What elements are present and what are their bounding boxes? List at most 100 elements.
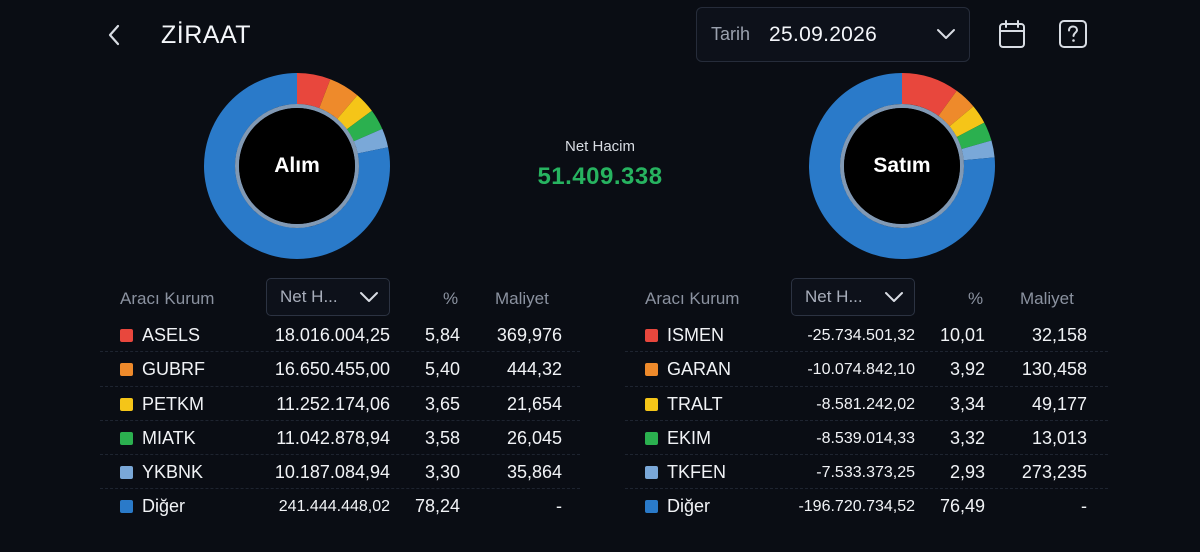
date-label: Tarih bbox=[711, 24, 751, 44]
donut-slice-ekim bbox=[956, 122, 992, 150]
net-volume-cell: -8.539.014,33 bbox=[816, 429, 915, 447]
buy-table: Aracı Kurum Net H... % Maliyet ASELS 18.0… bbox=[100, 278, 580, 524]
buy-broker-header: Aracı Kurum bbox=[120, 289, 215, 308]
chevron-down-icon bbox=[885, 292, 903, 302]
table-row[interactable]: MIATK 11.042.878,94 3,58 26,045 bbox=[100, 421, 580, 456]
net-volume-cell: -196.720.734,52 bbox=[798, 498, 915, 516]
color-swatch bbox=[645, 329, 658, 342]
cost-cell: 49,177 bbox=[1031, 393, 1087, 414]
net-volume-cell: -7.533.373,25 bbox=[816, 464, 915, 482]
donut-slice-asels bbox=[297, 73, 331, 109]
broker-name: ASELS bbox=[142, 325, 201, 345]
color-swatch bbox=[120, 466, 133, 480]
buy-cost-header: Maliyet bbox=[495, 289, 549, 308]
net-volume-value: 51.409.338 bbox=[537, 163, 663, 190]
donut-hole bbox=[239, 108, 355, 224]
color-swatch bbox=[120, 500, 133, 514]
buy-sort-select[interactable]: Net H... bbox=[266, 278, 390, 316]
sell-broker-header: Aracı Kurum bbox=[645, 289, 740, 308]
help-icon bbox=[1059, 20, 1087, 48]
buy-sort-label: Net H... bbox=[280, 287, 338, 306]
table-row[interactable]: ISMEN -25.734.501,32 10,01 32,158 bbox=[625, 318, 1108, 353]
buy-donut-label: Alım bbox=[274, 154, 320, 177]
cost-cell: 35,864 bbox=[506, 462, 562, 483]
table-row[interactable]: TRALT -8.581.242,02 3,34 49,177 bbox=[625, 387, 1108, 421]
broker-name: Diğer bbox=[142, 496, 186, 517]
percent-cell: 3,34 bbox=[949, 393, 985, 414]
broker-name: ISMEN bbox=[667, 325, 725, 345]
percent-cell: 3,65 bbox=[424, 393, 460, 414]
sell-cost-header: Maliyet bbox=[1020, 289, 1074, 308]
sell-pct-header: % bbox=[968, 289, 984, 308]
buy-table-header: Aracı Kurum Net H... % Maliyet bbox=[100, 278, 580, 318]
table-row[interactable]: GARAN -10.074.842,10 3,92 130,458 bbox=[625, 352, 1108, 387]
cost-cell: 32,158 bbox=[1031, 325, 1087, 345]
sell-sort-label: Net H... bbox=[805, 287, 863, 306]
broker-name: Diğer bbox=[667, 496, 711, 517]
color-swatch bbox=[645, 500, 658, 514]
net-volume: Net Hacim 51.409.338 bbox=[480, 137, 720, 191]
table-row[interactable]: GUBRF 16.650.455,00 5,40 444,32 bbox=[100, 352, 580, 387]
net-volume-cell: 11.252.174,06 bbox=[276, 393, 390, 414]
broker-name: GARAN bbox=[667, 359, 732, 380]
sell-sort-select[interactable]: Net H... bbox=[791, 278, 915, 316]
color-swatch bbox=[645, 466, 658, 480]
percent-cell: 76,49 bbox=[939, 496, 985, 517]
chevron-left-icon bbox=[108, 24, 120, 46]
color-swatch bbox=[120, 431, 133, 445]
net-volume-cell: 11.042.878,94 bbox=[276, 427, 390, 448]
chevron-down-icon bbox=[937, 29, 955, 39]
color-swatch bbox=[120, 363, 133, 377]
cost-cell: 273,235 bbox=[1021, 462, 1087, 483]
cost-cell: 130,458 bbox=[1021, 359, 1087, 380]
donut-slice-miatk bbox=[346, 110, 383, 142]
sell-donut-label: Satım bbox=[873, 154, 931, 177]
buy-donut-svg bbox=[204, 73, 390, 259]
broker-name: TRALT bbox=[667, 393, 723, 414]
percent-cell: 3,30 bbox=[424, 462, 460, 483]
chevron-down-icon bbox=[360, 292, 378, 302]
date-select[interactable]: Tarih 25.09.2026 bbox=[696, 7, 970, 62]
table-row[interactable]: ASELS 18.016.004,25 5,84 369,976 bbox=[100, 318, 580, 353]
net-volume-cell: -10.074.842,10 bbox=[807, 361, 915, 379]
calendar-icon bbox=[999, 20, 1025, 48]
calendar-button[interactable] bbox=[997, 18, 1027, 50]
help-button[interactable] bbox=[1058, 18, 1088, 50]
sell-rows: ISMEN -25.734.501,32 10,01 32,158 GARAN -10.0… bbox=[625, 318, 1108, 524]
cost-cell: 13,013 bbox=[1031, 427, 1087, 448]
broker-name: MIATK bbox=[142, 427, 196, 448]
table-row[interactable]: TKFEN -7.533.373,25 2,93 273,235 bbox=[625, 455, 1108, 490]
table-row[interactable]: PETKM 11.252.174,06 3,65 21,654 bbox=[100, 387, 580, 421]
broker-name: GUBRF bbox=[142, 359, 205, 380]
table-row[interactable]: EKIM -8.539.014,33 3,32 13,013 bbox=[625, 421, 1108, 456]
donut-slice-gubrf bbox=[319, 79, 358, 119]
back-button[interactable] bbox=[100, 20, 128, 50]
donut-slice-tralt bbox=[949, 106, 985, 138]
donut-slice-ismen bbox=[902, 73, 957, 116]
table-row[interactable]: Diğer -196.720.734,52 76,49 - bbox=[625, 489, 1108, 523]
buy-pct-header: % bbox=[443, 289, 459, 308]
cost-cell: - bbox=[556, 496, 562, 517]
donut-slice-ykbnk bbox=[353, 128, 389, 154]
percent-cell: 3,32 bbox=[949, 427, 985, 448]
sell-donut-chart: Satım bbox=[807, 71, 997, 261]
donut-inner-ring bbox=[840, 104, 964, 228]
sell-table: Aracı Kurum Net H... % Maliyet ISMEN -25.… bbox=[625, 278, 1108, 524]
color-swatch bbox=[645, 363, 658, 377]
color-swatch bbox=[120, 397, 133, 411]
percent-cell: 10,01 bbox=[939, 325, 985, 345]
table-row[interactable]: YKBNK 10.187.084,94 3,30 35,864 bbox=[100, 455, 580, 490]
buy-donut-chart: Alım bbox=[202, 71, 392, 261]
percent-cell: 5,84 bbox=[424, 325, 460, 345]
sell-donut-svg bbox=[809, 73, 995, 259]
date-value: 25.09.2026 bbox=[769, 22, 878, 46]
color-swatch bbox=[645, 431, 658, 445]
cost-cell: 444,32 bbox=[506, 359, 562, 380]
donut-slice-petkm bbox=[337, 95, 372, 130]
table-row[interactable]: Diğer 241.444.448,02 78,24 - bbox=[100, 489, 580, 523]
percent-cell: 78,24 bbox=[414, 496, 460, 517]
broker-name: TKFEN bbox=[667, 462, 727, 483]
donut-slice-diğer bbox=[204, 73, 390, 259]
percent-cell: 5,40 bbox=[424, 359, 460, 380]
donut-inner-ring bbox=[235, 104, 359, 228]
